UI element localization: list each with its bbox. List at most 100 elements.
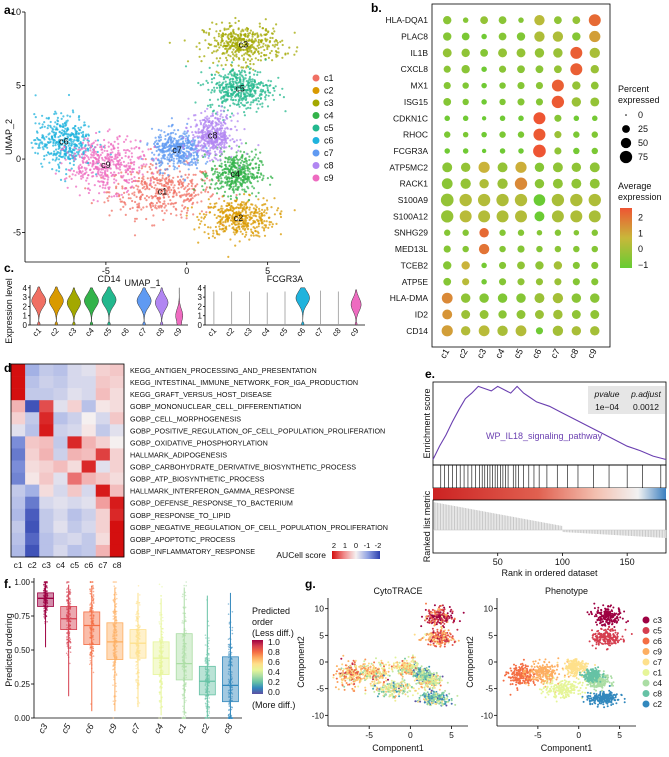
pathway-label: GOBP_INFLAMMATORY_RESPONSE (130, 547, 255, 556)
jitter-point (69, 600, 72, 602)
umap-point (167, 181, 170, 184)
umap-point (242, 93, 246, 96)
heatmap-cell (39, 388, 54, 401)
heatmap-cell (109, 496, 125, 510)
umap-point (248, 167, 251, 171)
umap-point (230, 119, 233, 122)
umap-point (269, 183, 272, 186)
umap-point (157, 128, 160, 131)
umap-point (207, 124, 210, 127)
umap-point (127, 197, 130, 200)
umap-point (220, 146, 223, 149)
umap-point (271, 36, 274, 40)
heatmap-cell (39, 472, 54, 485)
umap-point (243, 157, 247, 161)
umap-point (225, 56, 228, 60)
violin-CD14-c8 (155, 287, 169, 326)
umap-point (244, 227, 247, 230)
jitter-point (66, 596, 68, 598)
umap-point (134, 200, 137, 204)
umap-point (240, 91, 243, 94)
umap-point (219, 124, 223, 128)
umap-point (87, 143, 90, 146)
umap-point (211, 89, 214, 92)
umap-point (263, 234, 267, 237)
umap-point (231, 170, 234, 173)
umap-point (169, 135, 172, 138)
umap-point (57, 170, 61, 173)
dot-ISG15-c4 (499, 98, 506, 106)
umap-point (203, 153, 206, 156)
umap-point (193, 228, 196, 231)
umap-point (94, 167, 97, 170)
violin-FCGR3A-c6 (295, 287, 310, 326)
umap-point (253, 83, 256, 86)
dot-TCEB2-c5 (517, 261, 525, 270)
size-legend-label: 25 (638, 124, 648, 134)
umap-point (212, 206, 215, 209)
legend-dot-c4 (312, 112, 320, 119)
umap-point (228, 184, 231, 187)
umap-point (101, 186, 104, 189)
umap-point (257, 97, 260, 100)
umap-point (230, 177, 233, 180)
umap-point (225, 99, 228, 102)
umap-point (227, 204, 230, 207)
umap-point (220, 122, 223, 125)
umap-point (259, 71, 262, 74)
umap-point (227, 43, 230, 47)
umap-point (274, 43, 277, 46)
umap-point (209, 152, 212, 155)
umap-point (254, 166, 258, 169)
dot-HLA-DMA-c4 (497, 293, 508, 303)
violin-x-label: c4 (259, 326, 272, 339)
umap-point (254, 204, 257, 207)
umap-point (258, 43, 261, 46)
y-tick-label: 0.00 (14, 714, 30, 723)
umap-point (250, 44, 253, 47)
umap-point (194, 173, 197, 176)
umap-point (72, 140, 75, 143)
umap-point (207, 236, 211, 240)
umap-point (193, 157, 196, 160)
umap-point (137, 177, 141, 180)
gene-label: CD14 (406, 326, 428, 336)
dot-SNHG29-c9 (591, 229, 598, 236)
umap-point (46, 146, 49, 149)
heatmap-cell (81, 388, 97, 401)
umap-point (248, 180, 251, 183)
umap-point (75, 151, 79, 154)
umap-point (244, 210, 247, 213)
dot-CD14-c8 (571, 326, 582, 336)
violin-x-label: c1 (31, 326, 44, 339)
umap-point (145, 205, 148, 208)
umap-point (234, 155, 237, 159)
umap-point (257, 86, 260, 89)
gene-label: PLAC8 (401, 32, 428, 42)
umap-point (240, 30, 243, 33)
umap-point (94, 146, 97, 149)
umap-point (244, 74, 247, 77)
dot-ATP5MC2-c1 (442, 162, 453, 173)
umap-point (233, 72, 236, 75)
umap-point (50, 152, 53, 155)
umap-point (131, 206, 134, 209)
umap-point (235, 193, 238, 197)
umap-point (225, 165, 228, 168)
umap-point (281, 87, 284, 90)
umap-point (272, 86, 275, 90)
umap-point (133, 194, 136, 197)
umap-point (225, 135, 228, 138)
umap-point (224, 33, 227, 36)
umap-point (61, 148, 64, 151)
umap-point (180, 182, 183, 185)
umap-point (177, 183, 180, 186)
heatmap-cell (81, 532, 97, 546)
umap-point (204, 120, 207, 123)
umap-point (243, 151, 246, 154)
heatmap-cell (95, 388, 111, 401)
umap-point (276, 209, 279, 212)
umap-point (174, 133, 177, 136)
umap-point (144, 180, 147, 183)
umap-point (228, 134, 231, 137)
